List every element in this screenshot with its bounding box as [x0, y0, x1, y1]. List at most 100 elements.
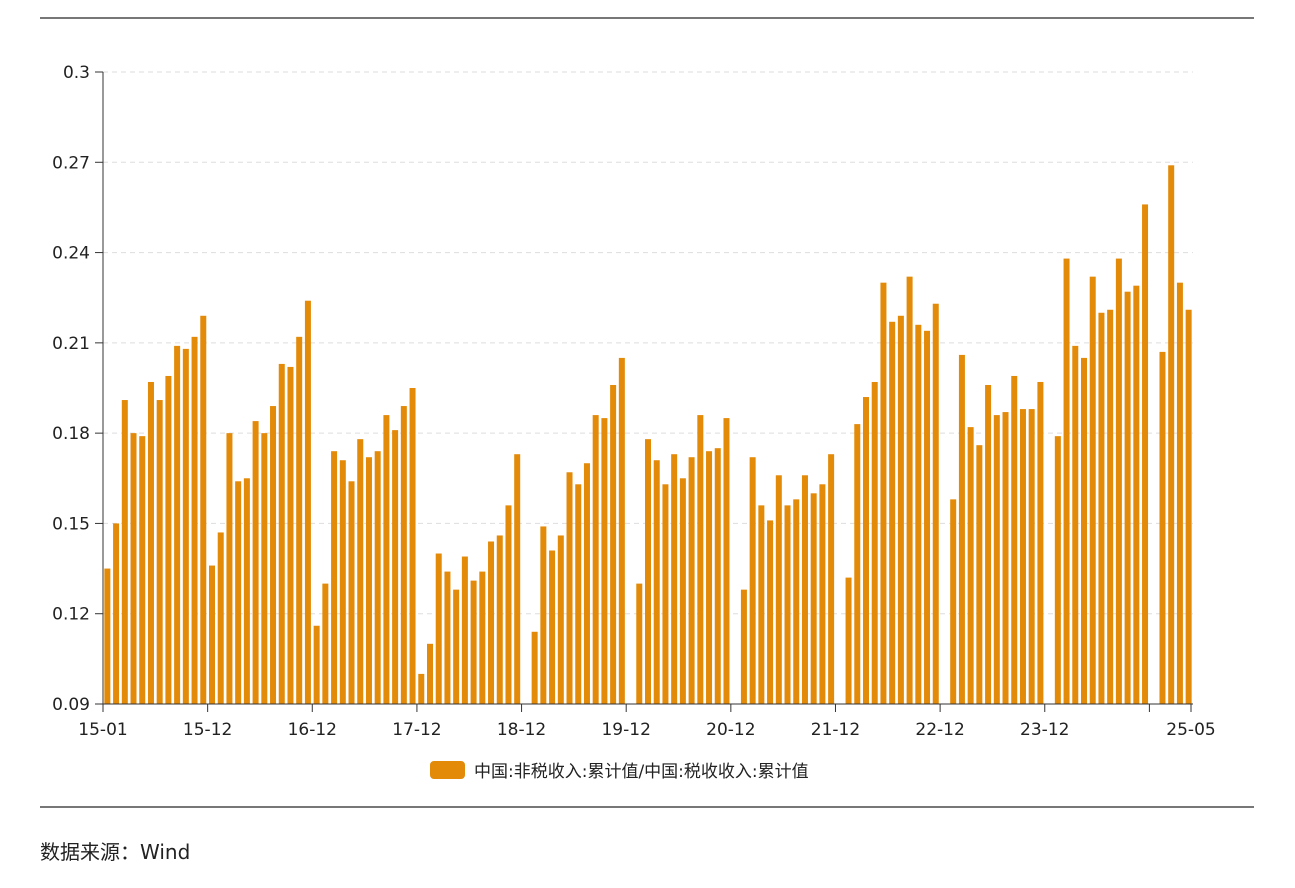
bar	[313, 625, 320, 704]
bar	[697, 415, 704, 704]
y-tick-label: 0.3	[63, 63, 90, 83]
bar	[671, 454, 678, 704]
bar	[1168, 165, 1175, 705]
bar	[801, 475, 808, 704]
bar	[1107, 309, 1114, 704]
y-tick-label: 0.09	[52, 695, 90, 715]
x-tick-label: 18-12	[497, 720, 546, 740]
bar	[592, 415, 599, 704]
x-tick-label: 17-12	[392, 720, 441, 740]
bar	[1002, 412, 1009, 704]
bar	[1063, 258, 1070, 704]
y-tick-label: 0.24	[52, 244, 90, 264]
x-tick-label: 25-05	[1166, 720, 1215, 740]
bar	[1011, 375, 1018, 704]
bar	[392, 430, 399, 704]
bar	[549, 550, 556, 704]
bar	[871, 381, 878, 704]
bar	[209, 565, 215, 704]
bar	[1081, 357, 1087, 704]
bar	[304, 300, 311, 704]
x-tick-label: 19-12	[601, 720, 650, 740]
bar	[575, 484, 582, 704]
bar	[958, 354, 965, 704]
bar	[427, 643, 433, 704]
bar	[409, 388, 416, 704]
bar	[348, 481, 355, 704]
bar	[453, 589, 460, 704]
bar	[226, 433, 233, 704]
bar	[1185, 309, 1192, 704]
bar	[845, 577, 852, 704]
bar	[566, 472, 573, 704]
legend: 中国:非税收入:累计值/中国:税收收入:累计值	[430, 761, 809, 782]
bar	[243, 478, 250, 704]
bar	[889, 321, 896, 704]
bar	[252, 421, 259, 704]
axes: 0.09 0.12 0.15 0.18 0.21 0.24 0.27 0.3 15-01 15-1…	[52, 63, 1216, 740]
bar	[706, 451, 713, 704]
x-tick-label: 22-12	[915, 720, 964, 740]
bar	[810, 493, 817, 704]
bar	[400, 406, 407, 704]
bar	[296, 336, 303, 704]
bar	[130, 433, 137, 704]
bar	[104, 568, 111, 704]
bar	[540, 526, 547, 704]
bar	[113, 523, 120, 704]
bar	[880, 282, 887, 704]
bar	[531, 631, 538, 704]
bar	[993, 415, 1000, 704]
bar	[488, 541, 495, 704]
bar	[819, 484, 826, 704]
bar	[261, 433, 268, 704]
bar	[435, 553, 442, 704]
bar	[976, 445, 983, 704]
bar	[331, 451, 338, 704]
bar	[636, 583, 643, 704]
bar	[139, 436, 146, 704]
bar	[793, 499, 800, 704]
y-tick-label: 0.21	[52, 334, 90, 354]
bar	[365, 457, 372, 704]
bar	[601, 418, 608, 704]
bar	[653, 460, 660, 704]
bar	[740, 589, 747, 704]
bar	[147, 381, 154, 704]
bar	[444, 571, 451, 704]
bar	[479, 571, 486, 704]
bar	[915, 324, 922, 704]
bar	[1142, 204, 1149, 705]
bar	[854, 424, 861, 704]
bar	[121, 400, 128, 704]
source-note: 数据来源：Wind	[40, 840, 191, 864]
bar	[322, 583, 329, 704]
bar	[645, 439, 651, 704]
bar	[1054, 436, 1061, 704]
bar	[514, 454, 521, 704]
bar	[165, 375, 172, 704]
legend-swatch	[430, 761, 465, 779]
bar	[1072, 345, 1079, 704]
bar	[1089, 276, 1096, 704]
bar	[950, 499, 957, 704]
bar	[383, 415, 390, 704]
bar	[784, 505, 791, 704]
bar	[828, 454, 835, 704]
bar	[357, 439, 364, 704]
bar	[1159, 351, 1166, 704]
bar	[767, 520, 774, 704]
bar	[985, 384, 992, 704]
bars	[104, 165, 1192, 705]
y-tick-label: 0.12	[52, 605, 90, 625]
bar	[932, 303, 939, 704]
bar	[505, 505, 512, 704]
bar	[758, 505, 765, 704]
bar	[174, 345, 181, 704]
bar	[1176, 282, 1183, 704]
bar	[339, 460, 346, 704]
bar	[278, 363, 285, 704]
bar	[1028, 409, 1035, 704]
bar	[924, 330, 931, 704]
